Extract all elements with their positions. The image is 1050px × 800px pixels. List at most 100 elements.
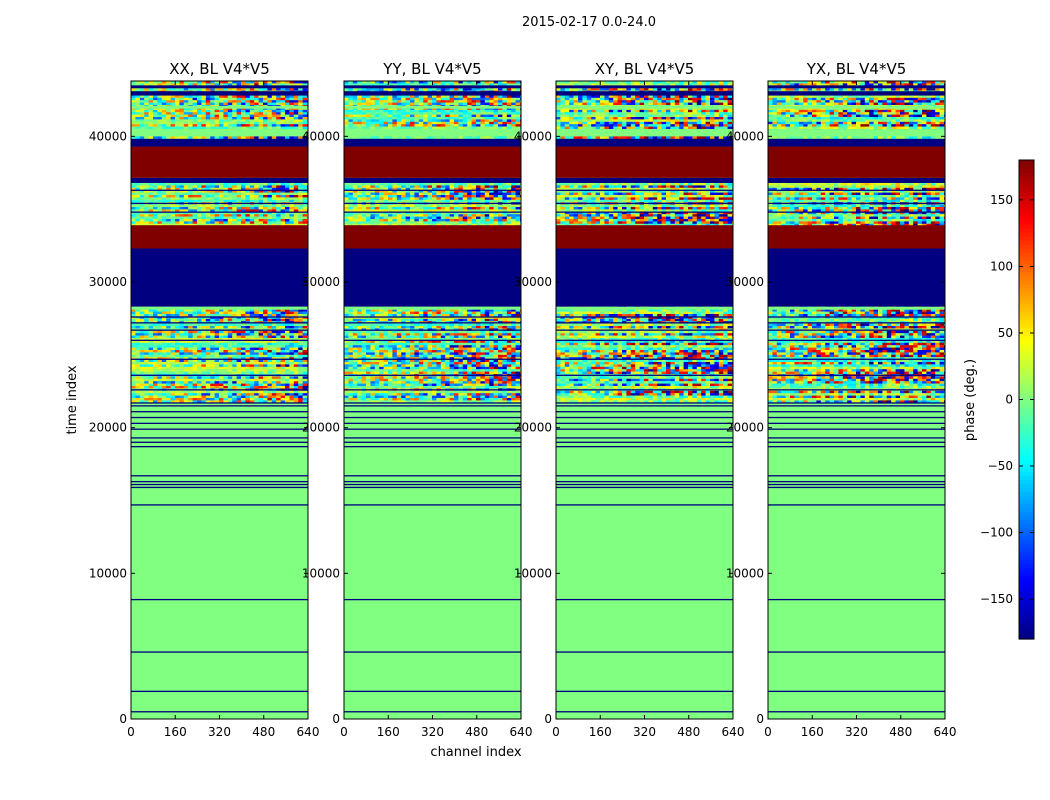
heatmap-cell xyxy=(175,366,180,370)
heatmap-cell xyxy=(183,207,189,210)
heatmap-cell xyxy=(418,183,424,186)
heatmap-cell xyxy=(293,136,299,139)
heatmap-cell xyxy=(344,190,349,193)
heatmap-cell xyxy=(267,126,273,130)
heatmap-cell xyxy=(188,195,193,198)
heatmap-cell xyxy=(414,195,420,198)
heatmap-cell xyxy=(293,121,299,125)
heatmap-cell xyxy=(197,192,202,196)
heatmap-cell xyxy=(183,323,189,327)
heatmap-cell xyxy=(201,350,207,353)
heatmap-cell xyxy=(302,357,308,360)
heatmap-cell xyxy=(263,398,268,401)
heatmap-cell xyxy=(405,197,411,200)
heatmap-cell xyxy=(263,211,268,215)
heatmap-cell xyxy=(188,216,193,220)
heatmap-cell xyxy=(392,211,398,215)
heatmap-cell xyxy=(131,376,136,379)
heatmap-cell xyxy=(139,338,145,341)
heatmap-cell xyxy=(267,187,273,191)
heatmap-cell xyxy=(352,223,358,227)
heatmap-cell xyxy=(388,195,393,198)
heatmap-cell xyxy=(357,223,362,227)
heatmap-cell xyxy=(258,223,264,227)
heatmap-cell xyxy=(139,316,145,319)
heatmap-cell xyxy=(293,316,299,319)
heatmap-cell xyxy=(241,318,246,322)
heatmap-cell xyxy=(153,209,158,212)
heatmap-cell xyxy=(201,381,207,384)
heatmap-cell xyxy=(267,345,273,348)
heatmap-cell xyxy=(254,221,259,224)
heatmap-cell xyxy=(405,195,411,198)
heatmap-cell xyxy=(197,183,202,186)
heatmap-cell xyxy=(276,95,281,98)
heatmap-cell xyxy=(361,219,367,222)
heatmap-cell xyxy=(241,223,246,227)
heatmap-cell xyxy=(245,318,251,322)
heatmap-cell xyxy=(179,100,185,103)
heatmap-cell xyxy=(236,88,242,91)
heatmap-cell xyxy=(232,364,237,367)
heatmap-cell xyxy=(245,124,251,127)
heatmap-cell xyxy=(289,354,295,358)
heatmap-cell xyxy=(170,333,176,336)
heatmap-cell xyxy=(258,88,264,91)
heatmap-cell xyxy=(210,199,215,203)
heatmap-cell xyxy=(148,342,154,346)
heatmap-cell xyxy=(280,347,286,351)
heatmap-cell xyxy=(188,190,193,193)
heatmap-cell xyxy=(293,219,299,222)
heatmap-cell xyxy=(210,209,215,212)
heatmap-cell xyxy=(484,199,490,203)
heatmap-cell xyxy=(271,109,277,113)
heatmap-cell xyxy=(405,221,411,224)
heatmap-cell xyxy=(245,187,251,191)
heatmap-cell xyxy=(410,209,415,212)
heatmap-cell xyxy=(139,335,145,339)
heatmap-cell xyxy=(467,211,472,215)
heatmap-cell xyxy=(175,330,180,334)
heatmap-cell xyxy=(197,371,202,375)
heatmap-cell xyxy=(170,383,176,387)
heatmap-cell xyxy=(192,357,198,360)
heatmap-cell xyxy=(153,381,158,384)
heatmap-cell xyxy=(285,369,290,372)
heatmap-cell xyxy=(179,359,185,363)
heatmap-cell xyxy=(440,190,446,193)
heatmap-cell xyxy=(427,209,433,212)
heatmap-cell xyxy=(280,211,286,215)
heatmap-cell xyxy=(210,109,215,113)
heatmap-cell xyxy=(511,221,516,224)
heatmap-cell xyxy=(366,183,371,186)
heatmap-cell xyxy=(232,362,237,365)
heatmap-cell xyxy=(219,400,224,403)
heatmap-cell xyxy=(352,199,358,203)
heatmap-cell xyxy=(245,330,251,334)
heatmap-cell xyxy=(192,395,198,399)
heatmap-cell xyxy=(293,107,299,110)
heatmap-cell xyxy=(135,378,141,382)
heatmap-cell xyxy=(289,136,295,139)
heatmap-cell xyxy=(148,381,154,384)
heatmap-cell xyxy=(175,342,180,346)
heatmap-cell xyxy=(170,136,176,139)
heatmap-cell xyxy=(236,326,242,329)
heatmap-cell xyxy=(131,335,136,339)
heatmap-cell xyxy=(175,359,180,363)
heatmap-cell xyxy=(179,333,185,336)
heatmap-cell xyxy=(135,354,141,358)
heatmap-cell xyxy=(201,371,207,375)
heatmap-cell xyxy=(280,199,286,203)
heatmap-cell xyxy=(271,211,277,215)
heatmap-cell xyxy=(175,383,180,387)
heatmap-cell xyxy=(289,330,295,334)
heatmap-cell xyxy=(192,378,198,382)
heatmap-cell xyxy=(280,88,286,91)
heatmap-cell xyxy=(236,390,242,394)
heatmap-cell xyxy=(161,390,167,394)
heatmap-cell xyxy=(245,342,251,346)
heatmap-cell xyxy=(249,112,255,115)
heatmap-cell xyxy=(484,192,490,196)
heatmap-cell xyxy=(197,347,202,351)
